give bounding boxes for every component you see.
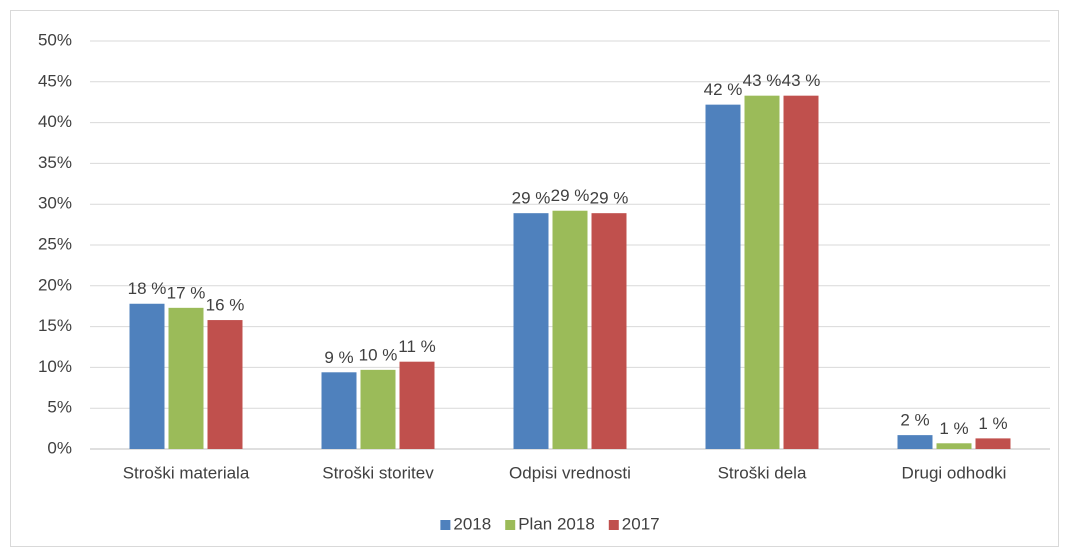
bar xyxy=(783,95,819,449)
bar xyxy=(129,303,165,449)
data-label: 1 % xyxy=(939,419,968,438)
bar xyxy=(321,372,357,449)
bar xyxy=(591,213,627,449)
y-tick-label: 35% xyxy=(38,153,72,172)
legend-swatch xyxy=(505,520,516,530)
legend-item: 2018 xyxy=(440,514,491,533)
legend-label: Plan 2018 xyxy=(518,514,595,533)
y-tick-label: 25% xyxy=(38,234,72,253)
data-label: 1 % xyxy=(978,414,1007,433)
legend-swatch xyxy=(440,520,451,530)
data-label: 29 % xyxy=(512,189,551,208)
bar xyxy=(513,213,549,449)
legend-label: 2018 xyxy=(453,514,491,533)
legend-item: Plan 2018 xyxy=(505,514,595,533)
x-tick-label: Stroški storitev xyxy=(322,463,434,482)
data-label: 11 % xyxy=(398,337,436,356)
x-tick-label: Drugi odhodki xyxy=(902,463,1007,482)
data-label: 17 % xyxy=(167,283,206,302)
bar xyxy=(168,307,204,449)
data-label: 16 % xyxy=(206,296,245,315)
legend-swatch xyxy=(608,520,619,530)
bar xyxy=(936,443,972,449)
data-label: 10 % xyxy=(359,345,398,364)
data-label: 29 % xyxy=(590,189,629,208)
data-label: 18 % xyxy=(128,279,167,298)
y-tick-label: 45% xyxy=(38,71,72,90)
x-tick-label: Odpisi vrednosti xyxy=(509,463,631,482)
bar xyxy=(897,435,933,449)
data-label: 43 % xyxy=(782,71,821,90)
legend-item: 2017 xyxy=(608,514,660,533)
bar xyxy=(744,95,780,449)
x-tick-label: Stroški dela xyxy=(718,463,807,482)
data-label: 42 % xyxy=(704,80,743,99)
legend-label: 2017 xyxy=(622,514,660,533)
bar xyxy=(705,104,741,449)
y-tick-label: 15% xyxy=(38,316,72,335)
bar xyxy=(552,210,588,449)
bar xyxy=(975,438,1011,449)
y-tick-label: 5% xyxy=(47,398,72,417)
bar xyxy=(360,369,396,449)
y-tick-label: 30% xyxy=(38,194,72,213)
y-tick-label: 10% xyxy=(38,357,72,376)
bar xyxy=(399,361,435,449)
y-tick-label: 20% xyxy=(38,275,72,294)
data-label: 29 % xyxy=(551,186,590,205)
data-label: 43 % xyxy=(743,71,782,90)
data-label: 2 % xyxy=(900,411,929,430)
y-tick-label: 0% xyxy=(47,438,72,457)
data-label: 9 % xyxy=(324,348,353,367)
y-tick-label: 50% xyxy=(38,30,72,49)
bar xyxy=(207,320,243,449)
x-tick-label: Stroški materiala xyxy=(123,463,250,482)
y-tick-label: 40% xyxy=(38,112,72,131)
